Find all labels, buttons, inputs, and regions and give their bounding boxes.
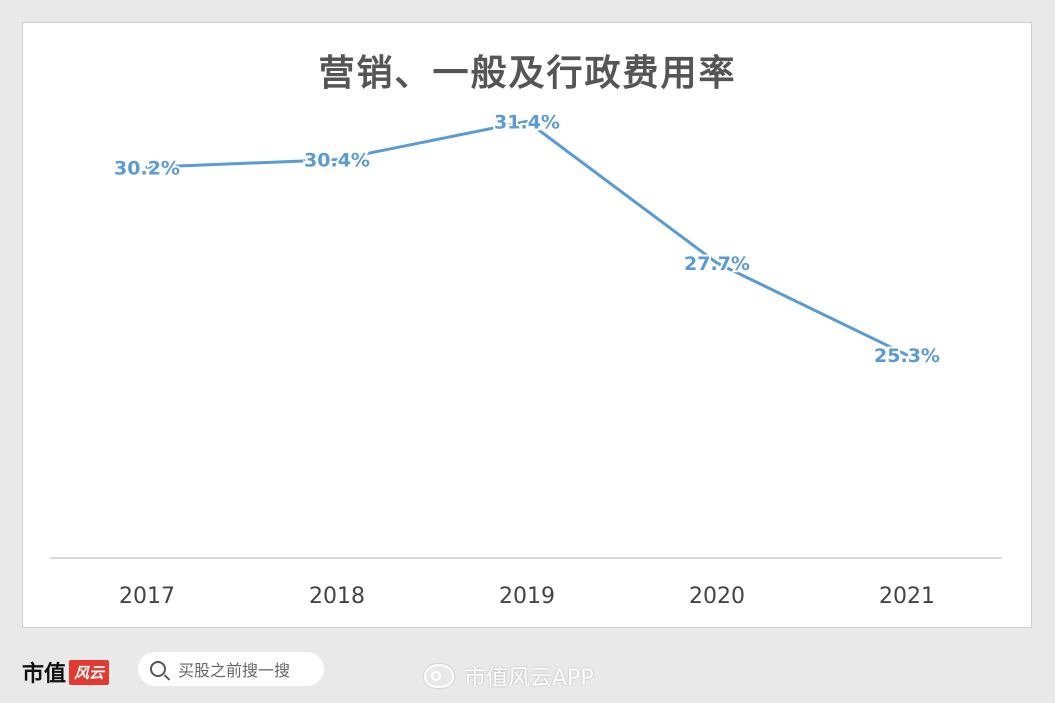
- weibo-text: 市值风云APP: [464, 666, 594, 691]
- brand-name: 市值: [22, 661, 67, 687]
- x-tick-label-2021: 2021: [879, 584, 935, 609]
- search-placeholder: 买股之前搜一搜: [178, 661, 291, 680]
- x-tick-label-2017: 2017: [119, 584, 175, 609]
- data-label-2017: 30.2%: [114, 157, 180, 179]
- data-label-2021: 25.3%: [874, 345, 940, 367]
- brand-tag: 风云: [69, 659, 110, 685]
- x-tick-label-2018: 2018: [309, 584, 365, 609]
- x-tick-label-2019: 2019: [499, 584, 555, 609]
- data-labels: 30.2% 30.4% 31.4% 27.7% 25.3%: [112, 109, 942, 369]
- brand-logo: 市值 风云: [22, 656, 110, 688]
- weibo-icon: [424, 664, 454, 688]
- search-icon: [150, 661, 166, 677]
- series-line: [145, 119, 909, 357]
- data-label-2020: 27.7%: [684, 253, 750, 275]
- footer-bar: 市值 风云 买股之前搜一搜 市值风云APP: [0, 640, 1055, 703]
- x-tick-labels: 2017 2018 2019 2020 2021: [119, 584, 935, 609]
- data-label-2018: 30.4%: [304, 150, 370, 172]
- data-label-2019: 31.4%: [494, 111, 560, 133]
- chart-title: 营销、一般及行政费用率: [318, 53, 737, 94]
- search-box[interactable]: 买股之前搜一搜: [138, 652, 324, 686]
- x-tick-label-2020: 2020: [689, 584, 745, 609]
- weibo-watermark: 市值风云APP: [424, 660, 594, 692]
